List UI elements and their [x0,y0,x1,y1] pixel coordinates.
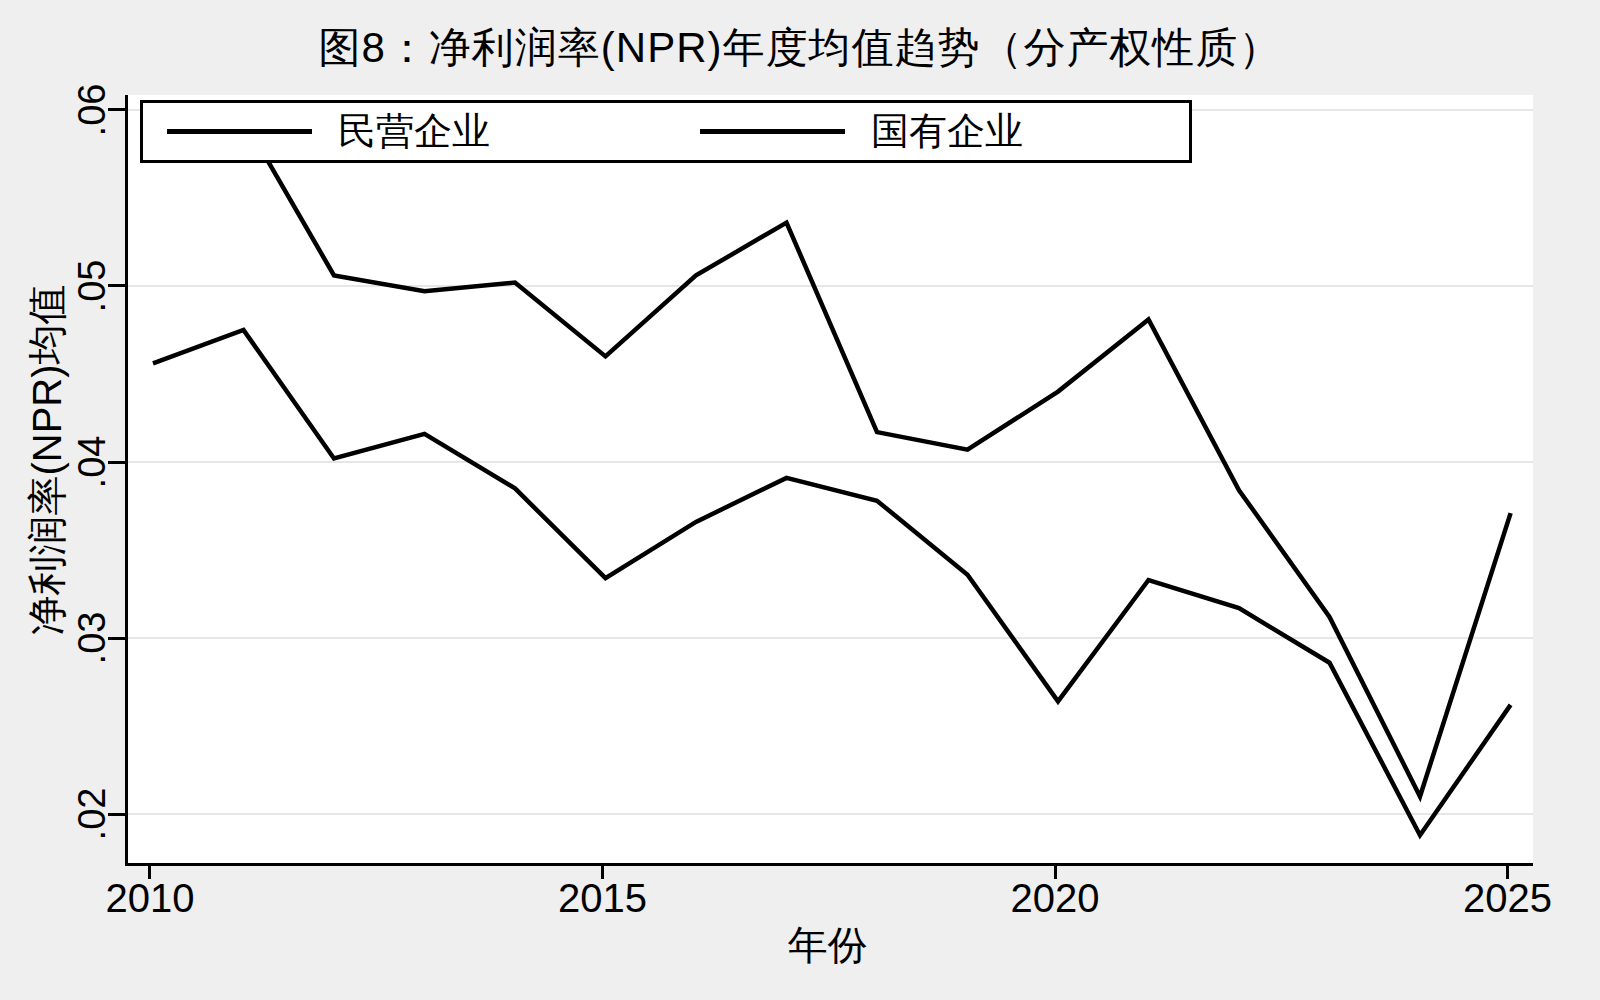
chart-title: 图8：净利润率(NPR)年度均值趋势（分产权性质） [0,20,1600,76]
x-tick-label: 2010 [105,876,194,921]
x-tick-label: 2015 [558,876,647,921]
x-axis-title: 年份 [125,918,1530,973]
y-tick-label: .04 [71,436,114,489]
y-tick-label: .03 [71,612,114,665]
legend-item-soe: 国有企业 [700,106,1023,157]
y-tick-label: .02 [71,788,114,841]
y-tick-label: .05 [71,260,114,313]
legend-item-private: 民营企业 [167,106,490,157]
plot-area [125,95,1533,866]
legend-label-private: 民营企业 [338,106,490,157]
series-line-private [153,119,1511,797]
y-tick-label: .06 [71,84,114,137]
chart-root: 图8：净利润率(NPR)年度均值趋势（分产权性质） .02 .03 .04 .05 .0… [0,0,1600,1000]
x-tick-label: 2020 [1011,876,1100,921]
legend-label-soe: 国有企业 [871,106,1023,157]
y-axis-title: 净利润率(NPR)均值 [20,284,75,635]
legend-line-sample-private-icon [167,129,312,134]
x-tick-label: 2025 [1463,876,1552,921]
legend: 民营企业 国有企业 [140,100,1192,163]
series-svg [128,95,1533,863]
legend-line-sample-soe-icon [700,129,845,134]
